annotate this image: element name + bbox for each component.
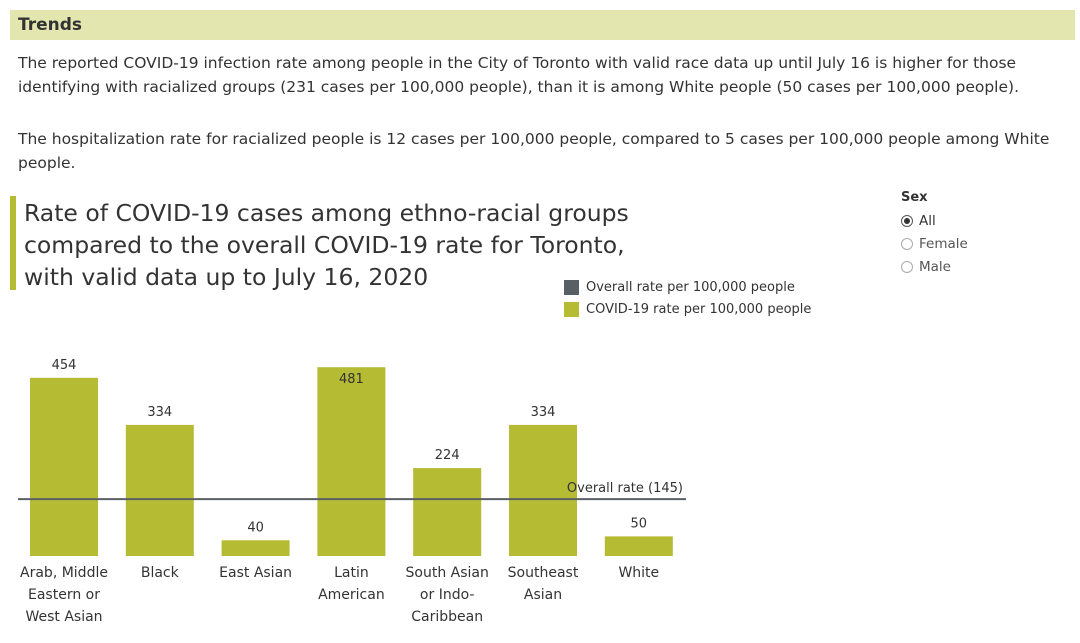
bar-2	[221, 540, 290, 556]
category-label-2-0: East Asian	[219, 565, 292, 581]
data-label-5: 334	[531, 405, 556, 420]
legend-swatch-covid-rate	[564, 301, 579, 317]
data-label-3: 481	[339, 372, 364, 387]
bar-chart: 454 Arab, Middle Eastern or West Asian 334 Bl…	[18, 358, 686, 625]
data-label-0: 454	[52, 358, 77, 373]
bar-3	[317, 367, 386, 556]
category-label-3-1: American	[318, 587, 385, 603]
category-label-1-0: Black	[141, 565, 180, 581]
radio-label-male[interactable]: Male	[919, 258, 951, 275]
radio-option-female[interactable]: Female	[901, 232, 968, 255]
data-label-6: 50	[631, 516, 648, 531]
legend-item-overall: Overall rate per 100,000 people	[564, 276, 811, 298]
trends-paragraph-1: The reported COVID-19 infection rate amo…	[18, 54, 1019, 96]
legend-label-covid-rate: COVID-19 rate per 100,000 people	[586, 301, 812, 317]
chart-legend: Overall rate per 100,000 people COVID-19…	[564, 276, 811, 320]
radio-option-all[interactable]: All	[901, 209, 968, 232]
bar-1	[125, 424, 194, 556]
radio-button-all[interactable]	[901, 214, 913, 227]
trends-header: Trends	[10, 10, 1075, 40]
data-label-2: 40	[247, 520, 264, 535]
sex-filter-title: Sex	[901, 190, 928, 205]
data-label-4: 224	[435, 448, 460, 463]
category-label-0-0: Arab, Middle	[20, 565, 108, 581]
bar-5	[509, 424, 577, 556]
category-label-0-2: West Asian	[25, 609, 102, 625]
bar-6	[604, 536, 673, 556]
radio-label-female[interactable]: Female	[919, 235, 968, 252]
legend-item-covid-rate: COVID-19 rate per 100,000 people	[564, 298, 811, 320]
legend-label-overall: Overall rate per 100,000 people	[586, 279, 795, 295]
sex-filter: Sex All Female Male	[901, 190, 968, 278]
chart-title: Rate of COVID-19 cases among ethno-racia…	[24, 199, 629, 291]
radio-label-all[interactable]: All	[919, 212, 936, 229]
category-label-4-0: South Asian	[406, 565, 489, 581]
radio-option-male[interactable]: Male	[901, 255, 968, 278]
data-label-1: 334	[147, 405, 172, 420]
category-label-3-0: Latin	[334, 565, 369, 581]
bar-4	[413, 468, 482, 556]
trends-paragraph-2: The hospitalization rate for racialized …	[18, 130, 1050, 172]
radio-button-male[interactable]	[901, 260, 913, 273]
chart-title-accent	[10, 196, 16, 290]
radio-button-female[interactable]	[901, 237, 913, 250]
legend-swatch-overall	[564, 279, 579, 295]
category-label-4-1: or Indo-	[420, 587, 475, 603]
category-label-5-0: Southeast	[508, 565, 579, 581]
category-label-4-2: Caribbean	[411, 609, 483, 625]
category-label-5-1: Asian	[524, 587, 562, 603]
bar-0	[30, 377, 98, 556]
overall-rate-label: Overall rate (145)	[567, 481, 683, 496]
trends-title: Trends	[18, 15, 83, 35]
category-label-6-0: White	[618, 565, 659, 581]
category-label-0-1: Eastern or	[28, 587, 100, 603]
